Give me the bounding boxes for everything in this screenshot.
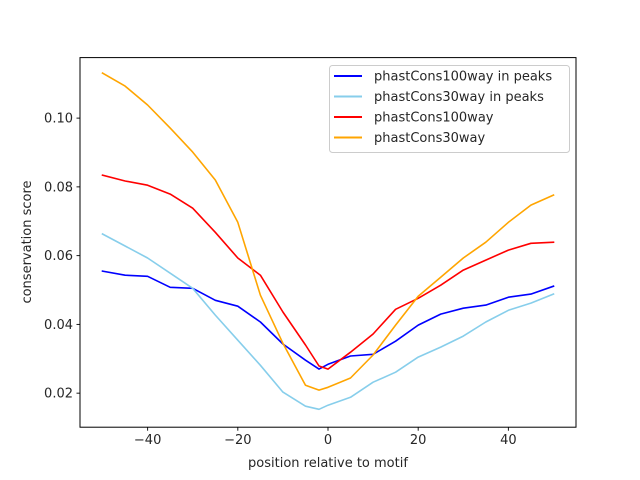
y-tick-label: 0.02 xyxy=(44,387,73,402)
legend-label-1: phastCons100way in peaks xyxy=(374,70,552,85)
series-line-3 xyxy=(101,174,555,370)
legend-label-3: phastCons100way xyxy=(374,111,494,126)
series-line-4 xyxy=(101,72,555,391)
y-tick-label: 0.08 xyxy=(44,180,73,195)
x-axis: −40 −20 0 20 40 xyxy=(134,427,517,448)
y-tick-label: 0.10 xyxy=(44,112,73,127)
y-axis: 0.02 0.04 0.06 0.08 0.10 xyxy=(44,112,80,402)
series-line-2 xyxy=(101,232,555,411)
x-tick-label: 40 xyxy=(500,433,517,448)
y-axis-label: conservation score xyxy=(20,180,35,303)
x-tick-label: −20 xyxy=(224,433,251,448)
y-tick-label: 0.06 xyxy=(44,249,73,264)
plot-area xyxy=(101,72,555,411)
legend: phastCons100way in peaks phastCons30way i… xyxy=(329,65,570,153)
x-tick-label: 20 xyxy=(410,433,427,448)
legend-box xyxy=(329,65,570,153)
x-tick-label: 0 xyxy=(324,433,332,448)
y-tick-label: 0.04 xyxy=(44,318,73,333)
x-axis-label: position relative to motif xyxy=(248,456,408,471)
legend-label-2: phastCons30way in peaks xyxy=(374,90,544,105)
x-tick-label: −40 xyxy=(134,433,161,448)
legend-label-4: phastCons30way xyxy=(374,131,486,146)
series-line-1 xyxy=(101,270,555,370)
